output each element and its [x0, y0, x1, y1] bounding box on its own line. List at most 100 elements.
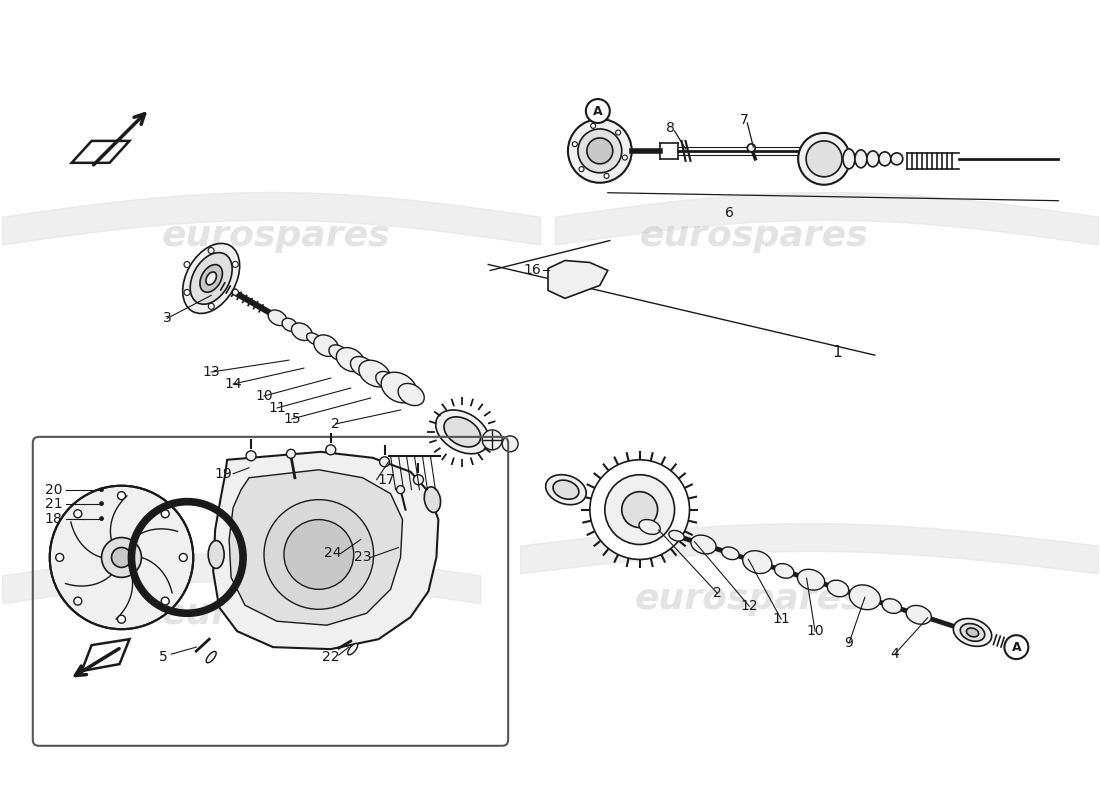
Circle shape [179, 554, 187, 562]
Circle shape [184, 262, 190, 267]
Polygon shape [81, 639, 130, 671]
Ellipse shape [722, 547, 739, 560]
Circle shape [100, 502, 103, 506]
Text: 13: 13 [202, 365, 220, 379]
Text: 10: 10 [806, 624, 824, 638]
Text: A: A [593, 105, 603, 118]
Circle shape [101, 538, 142, 578]
Ellipse shape [337, 347, 364, 372]
Ellipse shape [206, 651, 217, 662]
Circle shape [586, 99, 609, 123]
Circle shape [396, 486, 405, 494]
Ellipse shape [843, 149, 855, 169]
Circle shape [208, 247, 214, 254]
Circle shape [579, 166, 584, 172]
Ellipse shape [879, 152, 891, 166]
Ellipse shape [882, 598, 902, 614]
Circle shape [246, 451, 256, 461]
Ellipse shape [183, 243, 240, 314]
Circle shape [284, 519, 354, 590]
Text: 2: 2 [713, 586, 722, 600]
Text: 22: 22 [322, 650, 340, 664]
Circle shape [799, 133, 850, 185]
Circle shape [806, 141, 842, 177]
Ellipse shape [967, 628, 979, 637]
Ellipse shape [798, 570, 825, 590]
Ellipse shape [190, 253, 232, 304]
Ellipse shape [954, 618, 992, 646]
Ellipse shape [425, 487, 441, 513]
Circle shape [623, 155, 627, 160]
Text: 10: 10 [255, 389, 273, 403]
Ellipse shape [351, 357, 375, 377]
Circle shape [414, 474, 424, 485]
Ellipse shape [398, 383, 425, 406]
Polygon shape [72, 141, 130, 163]
Ellipse shape [329, 345, 348, 361]
Ellipse shape [742, 550, 772, 574]
Circle shape [74, 597, 81, 605]
Ellipse shape [208, 541, 224, 569]
Circle shape [326, 445, 336, 455]
Circle shape [100, 517, 103, 521]
Circle shape [162, 597, 169, 605]
Text: 4: 4 [890, 647, 899, 661]
Circle shape [568, 119, 631, 182]
Ellipse shape [382, 372, 417, 403]
Text: 2: 2 [331, 417, 340, 431]
Text: eurospares: eurospares [162, 218, 390, 253]
Ellipse shape [855, 150, 867, 168]
Text: 24: 24 [324, 546, 341, 561]
Polygon shape [548, 261, 608, 298]
Circle shape [162, 510, 169, 518]
Text: 9: 9 [845, 636, 854, 650]
Ellipse shape [206, 272, 217, 285]
Circle shape [578, 129, 621, 173]
Circle shape [184, 290, 190, 295]
Circle shape [264, 500, 374, 610]
Circle shape [604, 174, 609, 178]
Ellipse shape [376, 371, 398, 390]
Circle shape [118, 492, 125, 500]
Text: 1: 1 [832, 345, 842, 360]
Ellipse shape [891, 153, 903, 165]
Ellipse shape [867, 151, 879, 167]
Circle shape [100, 488, 103, 492]
Circle shape [503, 436, 518, 452]
Circle shape [232, 262, 239, 267]
Text: 18: 18 [45, 511, 63, 526]
Text: 11: 11 [268, 401, 286, 415]
Text: eurospares: eurospares [162, 598, 390, 631]
Text: 8: 8 [667, 121, 675, 135]
Circle shape [379, 457, 389, 466]
Text: A: A [1012, 641, 1021, 654]
Circle shape [208, 303, 214, 310]
Text: 12: 12 [740, 599, 758, 614]
Ellipse shape [200, 265, 222, 292]
Circle shape [286, 450, 296, 458]
Circle shape [747, 144, 756, 152]
Circle shape [1004, 635, 1028, 659]
Circle shape [56, 554, 64, 562]
Ellipse shape [436, 410, 490, 454]
Circle shape [232, 290, 239, 295]
Ellipse shape [314, 335, 339, 357]
Ellipse shape [444, 417, 481, 447]
Ellipse shape [774, 563, 794, 578]
Ellipse shape [639, 519, 660, 534]
Circle shape [605, 474, 674, 545]
Circle shape [111, 547, 132, 567]
Text: 5: 5 [160, 650, 167, 664]
Circle shape [118, 615, 125, 623]
Ellipse shape [960, 623, 984, 642]
Text: 14: 14 [224, 377, 242, 391]
Circle shape [482, 430, 503, 450]
Text: 17: 17 [377, 473, 395, 486]
Ellipse shape [348, 643, 358, 655]
Text: 6: 6 [725, 206, 734, 220]
Text: 15: 15 [283, 412, 300, 426]
Ellipse shape [268, 310, 287, 326]
Circle shape [590, 460, 690, 559]
Ellipse shape [282, 318, 297, 331]
Ellipse shape [906, 606, 932, 624]
